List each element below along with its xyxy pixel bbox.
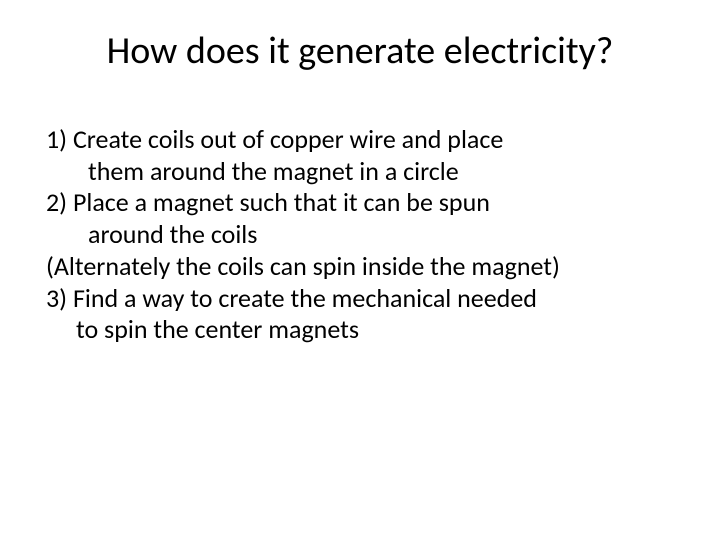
list-item-3-line-a: 3) Find a way to create the mechanical n… — [46, 283, 674, 315]
list-item-1-line-a: 1) Create coils out of copper wire and p… — [46, 124, 674, 156]
list-item-2-line-b: around the coils — [46, 219, 674, 251]
slide-title: How does it generate electricity? — [40, 28, 680, 74]
slide: How does it generate electricity? 1) Cre… — [0, 0, 720, 540]
parenthetical-note: (Alternately the coils can spin inside t… — [46, 251, 674, 283]
list-item-1-line-b: them around the magnet in a circle — [46, 156, 674, 188]
list-item-2-line-a: 2) Place a magnet such that it can be sp… — [46, 187, 674, 219]
list-item-3-line-b: to spin the center magnets — [46, 314, 674, 346]
slide-body: 1) Create coils out of copper wire and p… — [40, 124, 680, 346]
